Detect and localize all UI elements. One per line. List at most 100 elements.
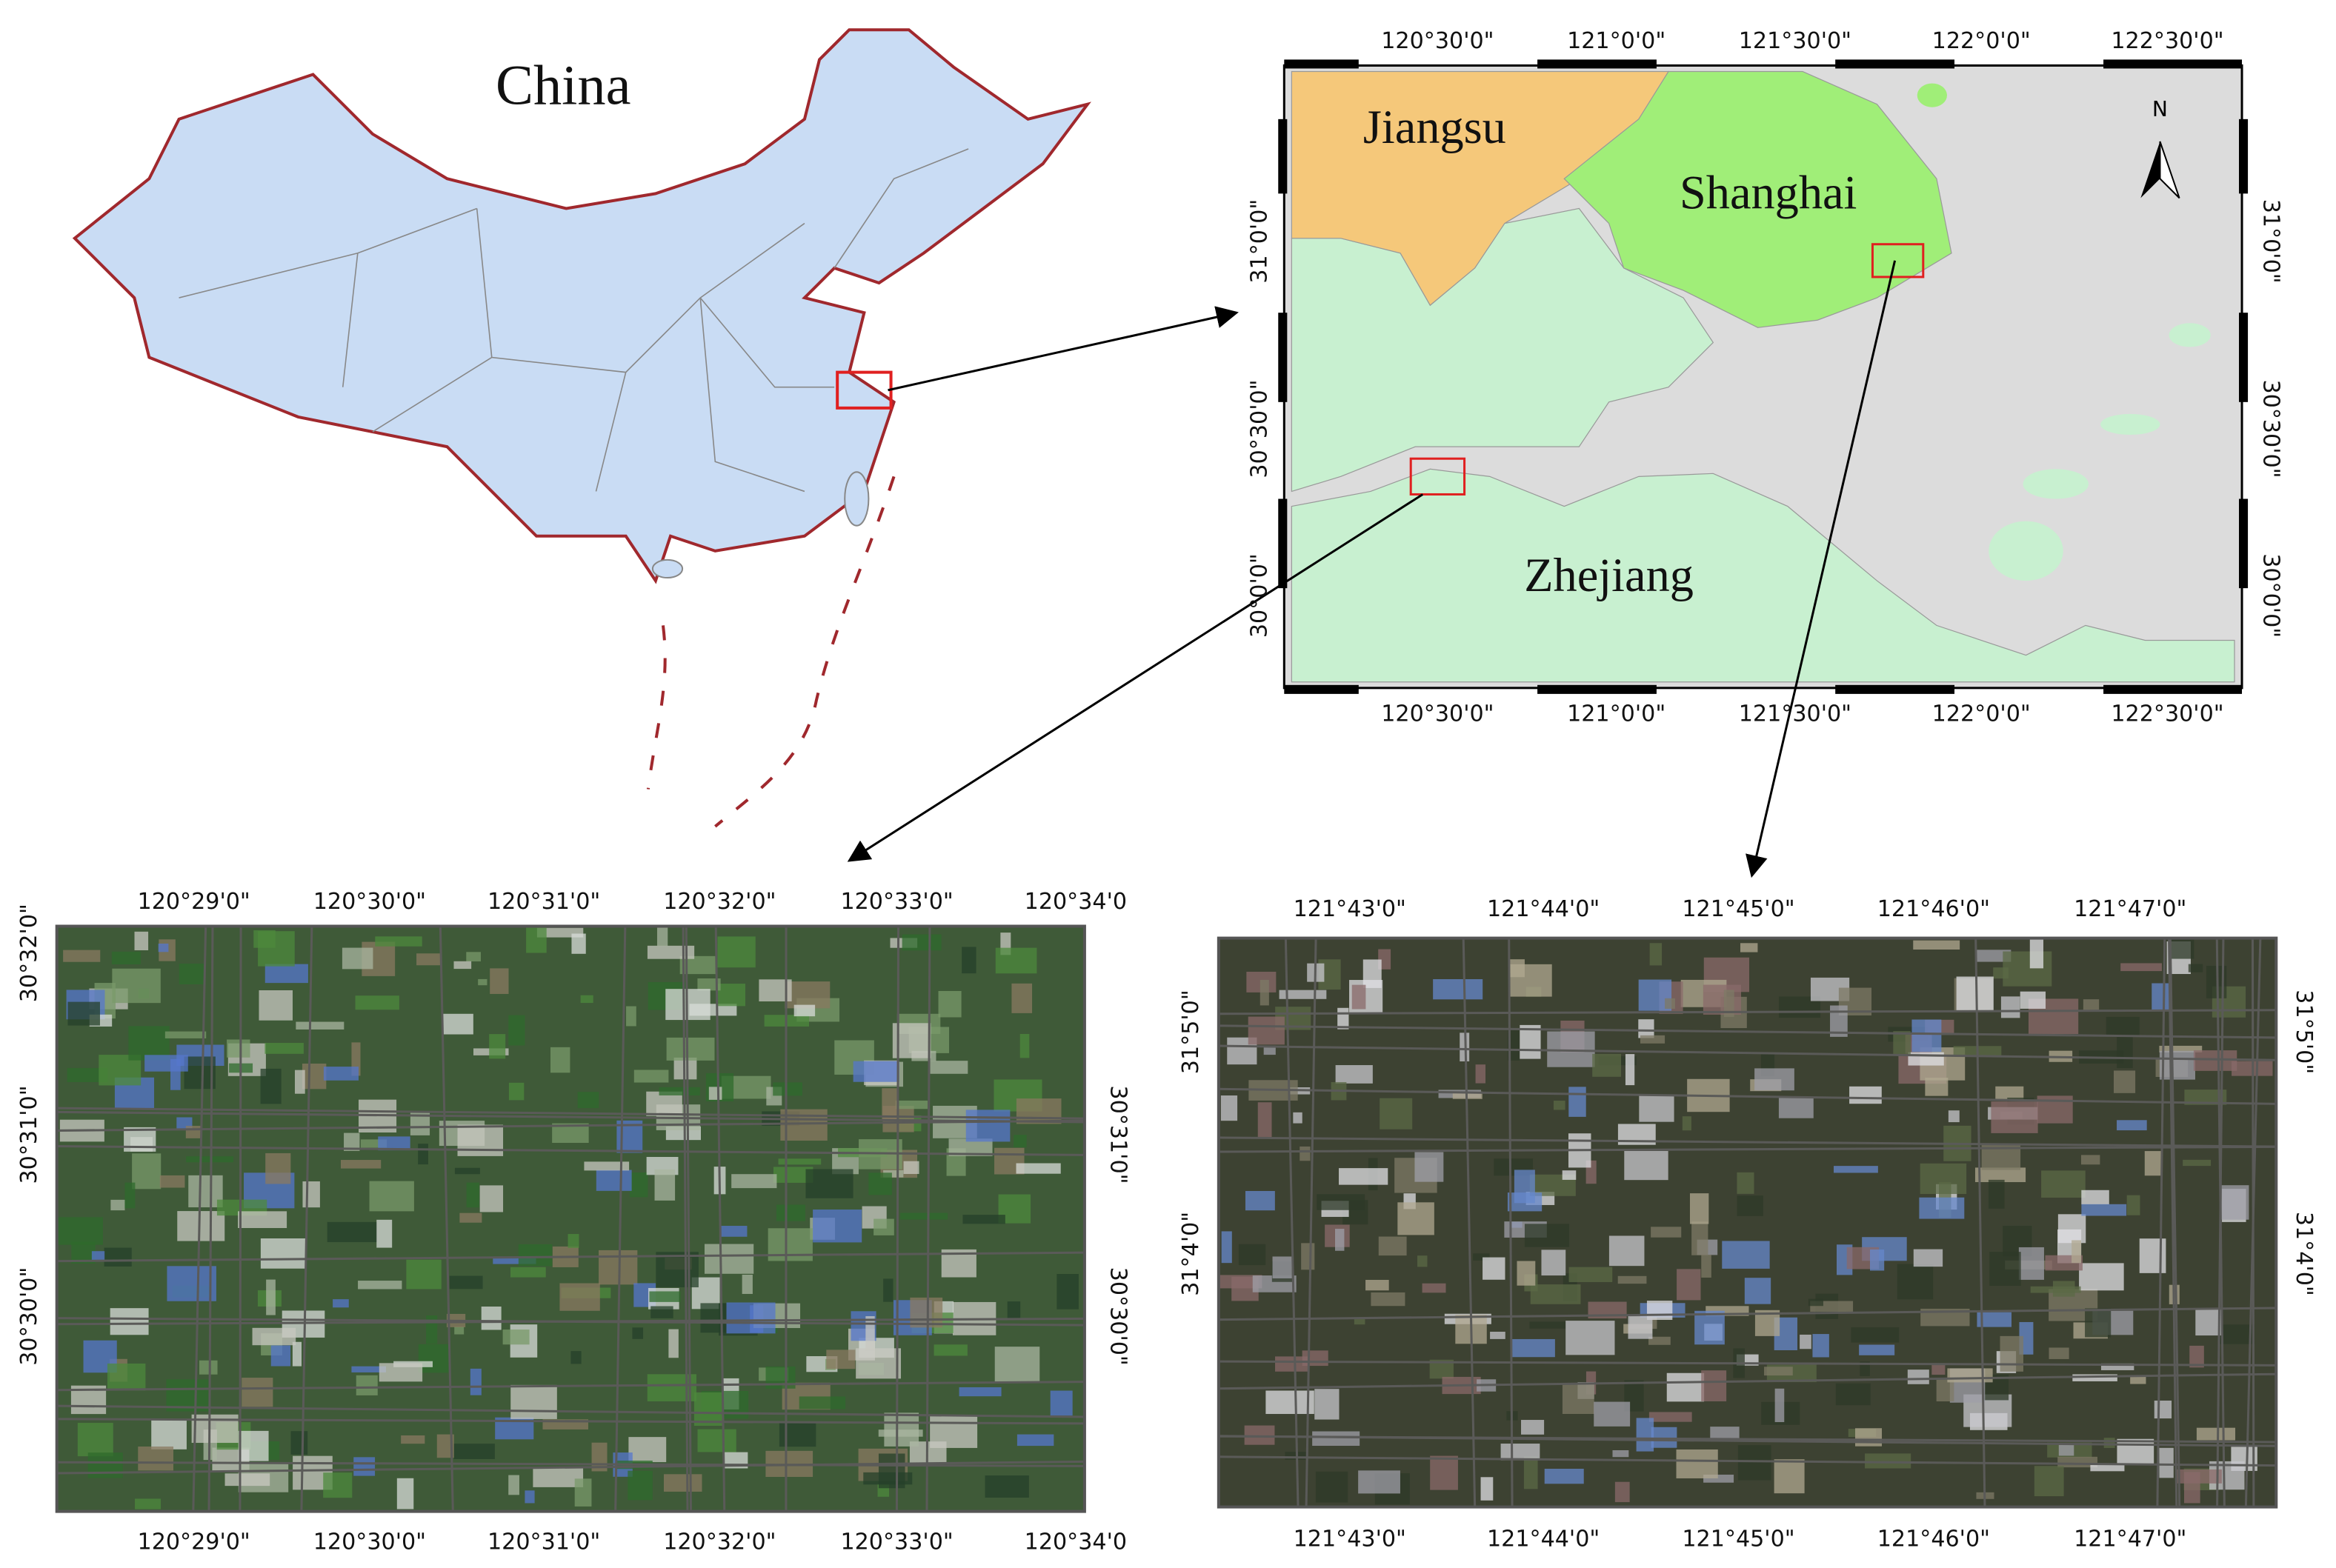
regional-map: N Jiangsu Shanghai Zhejiang xyxy=(1278,59,2249,694)
land-parcel xyxy=(1014,1135,1027,1147)
land-parcel xyxy=(1259,979,1269,1006)
land-parcel xyxy=(508,1082,525,1101)
land-parcel xyxy=(1834,1166,1878,1173)
road xyxy=(1218,1145,2277,1153)
land-parcel xyxy=(323,1067,359,1081)
land-parcel xyxy=(454,1326,465,1335)
land-parcel xyxy=(995,947,1037,974)
land-parcel xyxy=(2126,1195,2140,1215)
land-parcel xyxy=(1849,1086,1882,1104)
land-parcel xyxy=(1594,1401,1631,1427)
land-parcel xyxy=(1553,1101,1565,1110)
land-parcel xyxy=(1740,943,1758,953)
left-tick-label: 31°0'0" xyxy=(1247,199,1273,284)
land-parcel xyxy=(1351,984,1366,1010)
land-parcel xyxy=(1517,1261,1536,1286)
bottom-tick-label: 120°32'0" xyxy=(663,1529,776,1555)
land-parcel xyxy=(481,1307,502,1330)
land-parcel xyxy=(584,1161,630,1171)
land-parcel xyxy=(1263,1045,1276,1055)
land-parcel xyxy=(1397,1202,1434,1235)
road xyxy=(56,1461,1085,1467)
land-parcel xyxy=(1737,1195,1763,1216)
road xyxy=(56,1119,1085,1132)
land-parcel xyxy=(1275,1356,1308,1372)
land-parcel xyxy=(67,1001,100,1026)
road xyxy=(1218,1087,2277,1105)
land-parcel xyxy=(1835,1383,1871,1406)
land-parcel xyxy=(659,1087,700,1095)
land-parcel xyxy=(1312,1431,1360,1447)
land-parcel xyxy=(776,1204,805,1221)
land-parcel xyxy=(270,1345,291,1367)
land-parcel xyxy=(199,1360,218,1375)
land-parcel xyxy=(910,1297,943,1328)
top-tick-label: 120°32'0" xyxy=(663,889,776,915)
road xyxy=(2156,938,2166,1507)
land-parcel xyxy=(731,1174,777,1189)
land-parcel xyxy=(1648,1336,1671,1345)
land-parcel xyxy=(1016,1098,1062,1124)
land-parcel xyxy=(466,952,481,962)
land-parcel xyxy=(2117,1120,2147,1131)
land-parcel xyxy=(110,1308,149,1335)
image-background xyxy=(1218,938,2277,1507)
land-parcel xyxy=(1521,1420,1545,1435)
land-parcel xyxy=(2130,1375,2146,1384)
land-parcel xyxy=(697,978,721,991)
land-parcel xyxy=(2049,1347,2069,1359)
land-parcel xyxy=(2189,1345,2204,1368)
land-parcel xyxy=(1648,1412,1692,1422)
land-parcel xyxy=(1524,1224,1570,1247)
land-parcel xyxy=(1975,950,2011,962)
land-parcel xyxy=(2152,983,2172,1012)
land-parcel xyxy=(1221,1231,1232,1264)
land-parcel xyxy=(63,950,101,962)
province-borders xyxy=(179,148,969,493)
land-parcel xyxy=(646,1091,682,1116)
land-parcel xyxy=(1301,1243,1315,1270)
land-parcel xyxy=(502,1330,530,1345)
road xyxy=(2244,938,2262,1507)
arrow xyxy=(847,493,1424,862)
land-parcel xyxy=(442,1013,473,1035)
hainan xyxy=(651,558,684,579)
land-parcel xyxy=(2029,939,2044,969)
land-parcel xyxy=(479,1185,504,1212)
land-parcel xyxy=(1339,1168,1388,1185)
china-outline xyxy=(72,28,1091,584)
land-parcel xyxy=(1628,1315,1653,1339)
land-parcel xyxy=(2159,1447,2174,1478)
land-parcel xyxy=(2000,1335,2023,1372)
land-parcel xyxy=(1974,1167,2026,1182)
land-parcel xyxy=(1956,976,1994,1011)
bottom-tick-label: 122°0'0" xyxy=(1932,701,2031,727)
land-parcel xyxy=(360,1139,387,1148)
road xyxy=(1305,938,1317,1507)
bottom-tick-label: 121°46'0" xyxy=(1877,1526,1990,1552)
land-parcel xyxy=(985,1475,1029,1498)
land-parcel xyxy=(132,1153,162,1190)
land-parcel xyxy=(1754,1068,1794,1091)
land-parcel xyxy=(1865,1453,1911,1469)
land-parcel xyxy=(104,1247,132,1267)
land-parcel xyxy=(1335,1065,1373,1084)
land-parcel xyxy=(91,1251,105,1261)
land-parcel xyxy=(1475,1064,1486,1084)
land-parcel xyxy=(1541,1250,1566,1276)
land-parcel xyxy=(1608,1235,1645,1267)
land-parcel xyxy=(2159,1050,2195,1080)
land-parcel xyxy=(1977,1312,2012,1327)
land-parcel xyxy=(1636,1418,1654,1452)
island xyxy=(2169,323,2211,347)
road xyxy=(895,926,900,1512)
land-parcel xyxy=(2169,938,2194,959)
land-parcel xyxy=(805,1169,853,1198)
land-parcel xyxy=(2058,1444,2074,1456)
land-parcel xyxy=(1378,1236,1407,1256)
bottom-tick-label: 121°45'0" xyxy=(1682,1526,1794,1552)
land-parcel xyxy=(1019,1033,1030,1058)
land-parcel xyxy=(1855,1428,1883,1447)
land-parcel xyxy=(1430,1455,1458,1490)
right-tick-label: 30°30'0" xyxy=(2258,379,2284,478)
